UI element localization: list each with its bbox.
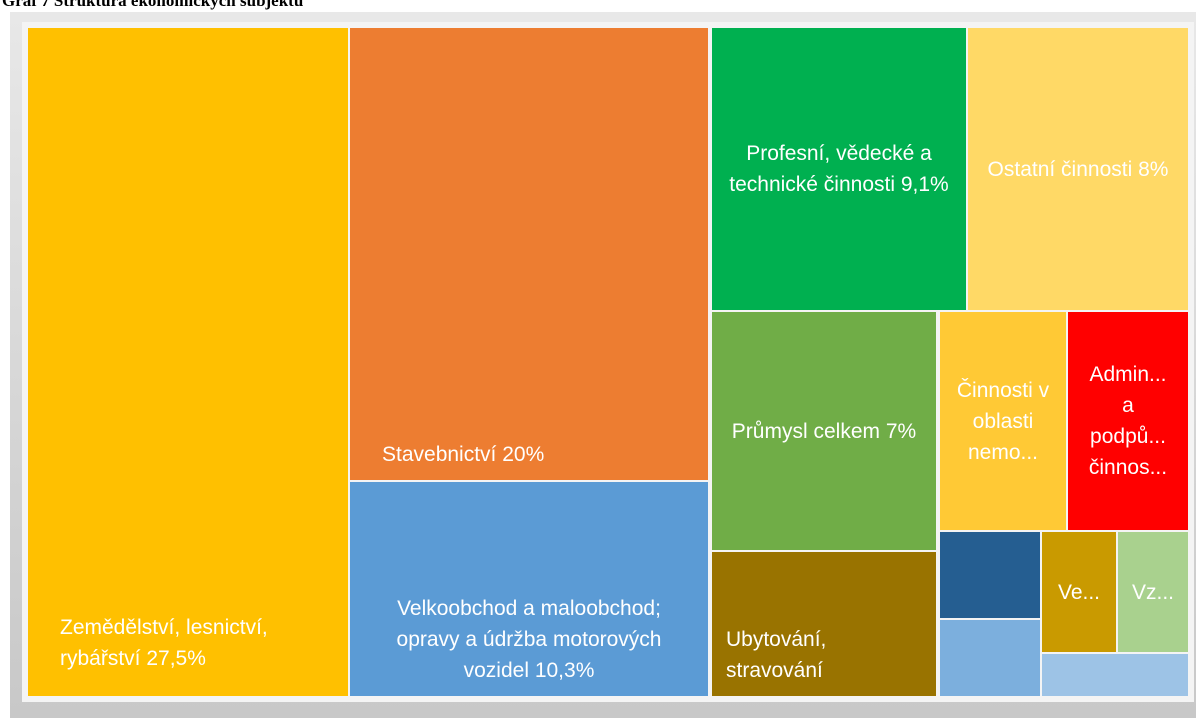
- tile-text: Vz...: [1132, 577, 1174, 608]
- treemap-tile: [940, 532, 1040, 618]
- treemap-tile: [1042, 532, 1116, 652]
- category-label: Vz...: [1132, 580, 1175, 604]
- tile-text: Stavebnictví 20%: [382, 439, 694, 470]
- tile-label: Činnosti v oblasti nemo...: [940, 312, 1066, 530]
- tile-text: Činnosti v oblasti nemo...: [954, 375, 1052, 468]
- treemap-tile: [1042, 654, 1188, 696]
- category-label: Profesní, vědecké a technické činnosti: [729, 142, 932, 196]
- tile-label-box: Velkoobchod a maloobchod; opravy a údržb…: [350, 482, 708, 696]
- tile-text: Zemědělství, lesnictví, rybářství 27,5%: [60, 612, 334, 674]
- tile-label: Ve...: [1042, 532, 1116, 652]
- category-label: Velkoobchod a maloobchod; opravy a údržb…: [396, 597, 662, 682]
- value-label: 7%: [885, 419, 917, 443]
- tile-label-box: Zemědělství, lesnictví, rybářství 27,5%: [28, 28, 348, 696]
- category-label: Průmysl celkem: [731, 419, 880, 443]
- value-label: 27,5%: [146, 647, 206, 670]
- tile-label: Admin... a podpů... činnos...: [1068, 312, 1188, 530]
- tile-label: Stavebnictví 20%: [350, 28, 708, 480]
- tile-label-box: Admin... a podpů... činnos...: [1068, 312, 1188, 530]
- tile-label-box: Vz...: [1118, 532, 1188, 652]
- value-label: 10,3%: [534, 659, 595, 682]
- category-label: Stavebnictví: [382, 443, 497, 466]
- treemap-tile: [350, 28, 708, 480]
- treemap-tile: [1068, 312, 1188, 530]
- tile-label-box: Průmysl celkem 7%: [712, 312, 936, 550]
- tile-text: Ve...: [1056, 577, 1102, 608]
- tile-label: Zemědělství, lesnictví, rybářství 27,5%: [28, 28, 348, 696]
- tile-label-box: Ostatní činnosti 8%: [968, 28, 1188, 310]
- tile-label-box: Stavebnictví 20%: [350, 28, 708, 480]
- treemap-tile: [350, 482, 708, 696]
- tile-label-box: Ubytování, stravování: [712, 552, 936, 696]
- tile-label: Vz...: [1118, 532, 1188, 652]
- value-label: 8%: [1138, 157, 1169, 181]
- tile-text: Velkoobchod a maloobchod; opravy a údržb…: [364, 593, 694, 686]
- treemap-tile: [712, 312, 936, 550]
- tile-label: Ubytování, stravování: [712, 552, 936, 696]
- tile-text: Ostatní činnosti 8%: [982, 154, 1174, 185]
- tile-label: Ostatní činnosti 8%: [968, 28, 1188, 310]
- tile-label: Profesní, vědecké a technické činnosti 9…: [712, 28, 966, 310]
- treemap-tile: [712, 28, 966, 310]
- treemap-tile: [968, 28, 1188, 310]
- tile-label: Velkoobchod a maloobchod; opravy a údržb…: [350, 482, 708, 696]
- category-label: Činnosti v oblasti nemo...: [956, 378, 1050, 464]
- value-label: 9,1%: [900, 173, 949, 196]
- category-label: Ubytování, stravování: [726, 628, 827, 682]
- tile-text: Průmysl celkem 7%: [726, 416, 922, 447]
- treemap-tile: [940, 312, 1066, 530]
- category-label: Ostatní činnosti: [987, 157, 1133, 181]
- tile-text: Admin... a podpů... činnos...: [1082, 359, 1174, 483]
- tile-text: Profesní, vědecké a technické činnosti 9…: [726, 138, 952, 200]
- chart-title: Graf 7 Struktura ekonomických subjektů: [2, 0, 304, 10]
- tile-label-box: Činnosti v oblasti nemo...: [940, 312, 1066, 530]
- tile-label: Průmysl celkem 7%: [712, 312, 936, 550]
- category-label: Zemědělství, lesnictví, rybářství: [60, 616, 268, 670]
- tile-label-box: Profesní, vědecké a technické činnosti 9…: [712, 28, 966, 310]
- treemap-tile: [28, 28, 348, 696]
- value-label: 20%: [502, 443, 545, 466]
- category-label: Admin... a podpů... činnos...: [1088, 363, 1168, 479]
- treemap-tile: [940, 620, 1040, 696]
- category-label: Ve...: [1057, 580, 1101, 604]
- tile-label-box: Ve...: [1042, 532, 1116, 652]
- tile-text: Ubytování, stravování: [726, 624, 922, 686]
- treemap-tile: [712, 552, 936, 696]
- treemap-tile: [1118, 532, 1188, 652]
